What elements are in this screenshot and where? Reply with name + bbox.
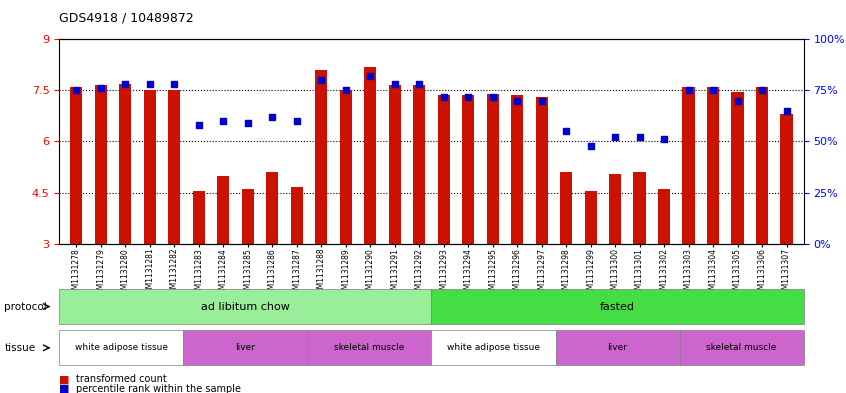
Point [315, 77, 328, 83]
Text: liver: liver [607, 343, 628, 352]
Point [217, 118, 230, 124]
Bar [95, 85, 107, 244]
Bar [193, 191, 205, 244]
Point [192, 122, 206, 128]
Text: tissue: tissue [4, 343, 36, 353]
Bar [119, 84, 131, 244]
Point [706, 87, 720, 94]
Point [266, 114, 279, 120]
Text: transformed count: transformed count [76, 374, 167, 384]
Bar [536, 97, 547, 244]
Point [608, 134, 622, 141]
Bar [486, 94, 499, 244]
Bar [266, 172, 278, 244]
Point [437, 94, 450, 100]
Bar [388, 85, 401, 244]
Text: white adipose tissue: white adipose tissue [74, 343, 168, 352]
Bar [585, 191, 596, 244]
Text: protocol: protocol [4, 301, 47, 312]
Text: GDS4918 / 10489872: GDS4918 / 10489872 [59, 12, 194, 25]
Text: ■: ■ [59, 384, 69, 393]
Text: percentile rank within the sample: percentile rank within the sample [76, 384, 241, 393]
Bar [609, 174, 621, 244]
Bar [634, 172, 645, 244]
Text: white adipose tissue: white adipose tissue [447, 343, 540, 352]
Point [118, 81, 132, 87]
Bar [315, 70, 327, 244]
Point [780, 108, 794, 114]
Text: skeletal muscle: skeletal muscle [334, 343, 404, 352]
Point [755, 87, 769, 94]
Bar [168, 90, 180, 244]
Bar [217, 176, 229, 244]
Text: fasted: fasted [600, 301, 635, 312]
Point [486, 94, 499, 100]
Point [143, 81, 157, 87]
Bar [437, 95, 450, 244]
Bar [560, 172, 572, 244]
Point [535, 97, 548, 104]
Point [633, 134, 646, 141]
Bar [291, 187, 303, 244]
Text: liver: liver [235, 343, 255, 352]
Bar [339, 90, 352, 244]
Point [69, 87, 83, 94]
Point [682, 87, 695, 94]
Point [413, 81, 426, 87]
Point [559, 128, 573, 134]
Point [241, 120, 255, 126]
Text: ad libitum chow: ad libitum chow [201, 301, 290, 312]
Bar [707, 87, 719, 244]
Point [339, 87, 353, 94]
Bar [683, 87, 695, 244]
Point [584, 142, 597, 149]
Point [168, 81, 181, 87]
Bar [462, 95, 475, 244]
Point [388, 81, 402, 87]
Bar [732, 92, 744, 244]
Text: skeletal muscle: skeletal muscle [706, 343, 777, 352]
Bar [756, 87, 768, 244]
Bar [511, 95, 524, 244]
Bar [658, 189, 670, 244]
Bar [70, 87, 82, 244]
Bar [144, 90, 156, 244]
Point [290, 118, 304, 124]
Point [364, 73, 377, 79]
Point [94, 85, 107, 92]
Text: ■: ■ [59, 374, 69, 384]
Bar [780, 114, 793, 244]
Bar [364, 66, 376, 244]
Bar [242, 189, 254, 244]
Point [461, 94, 475, 100]
Bar [413, 85, 426, 244]
Point [657, 136, 671, 143]
Point [731, 97, 744, 104]
Point [510, 97, 524, 104]
